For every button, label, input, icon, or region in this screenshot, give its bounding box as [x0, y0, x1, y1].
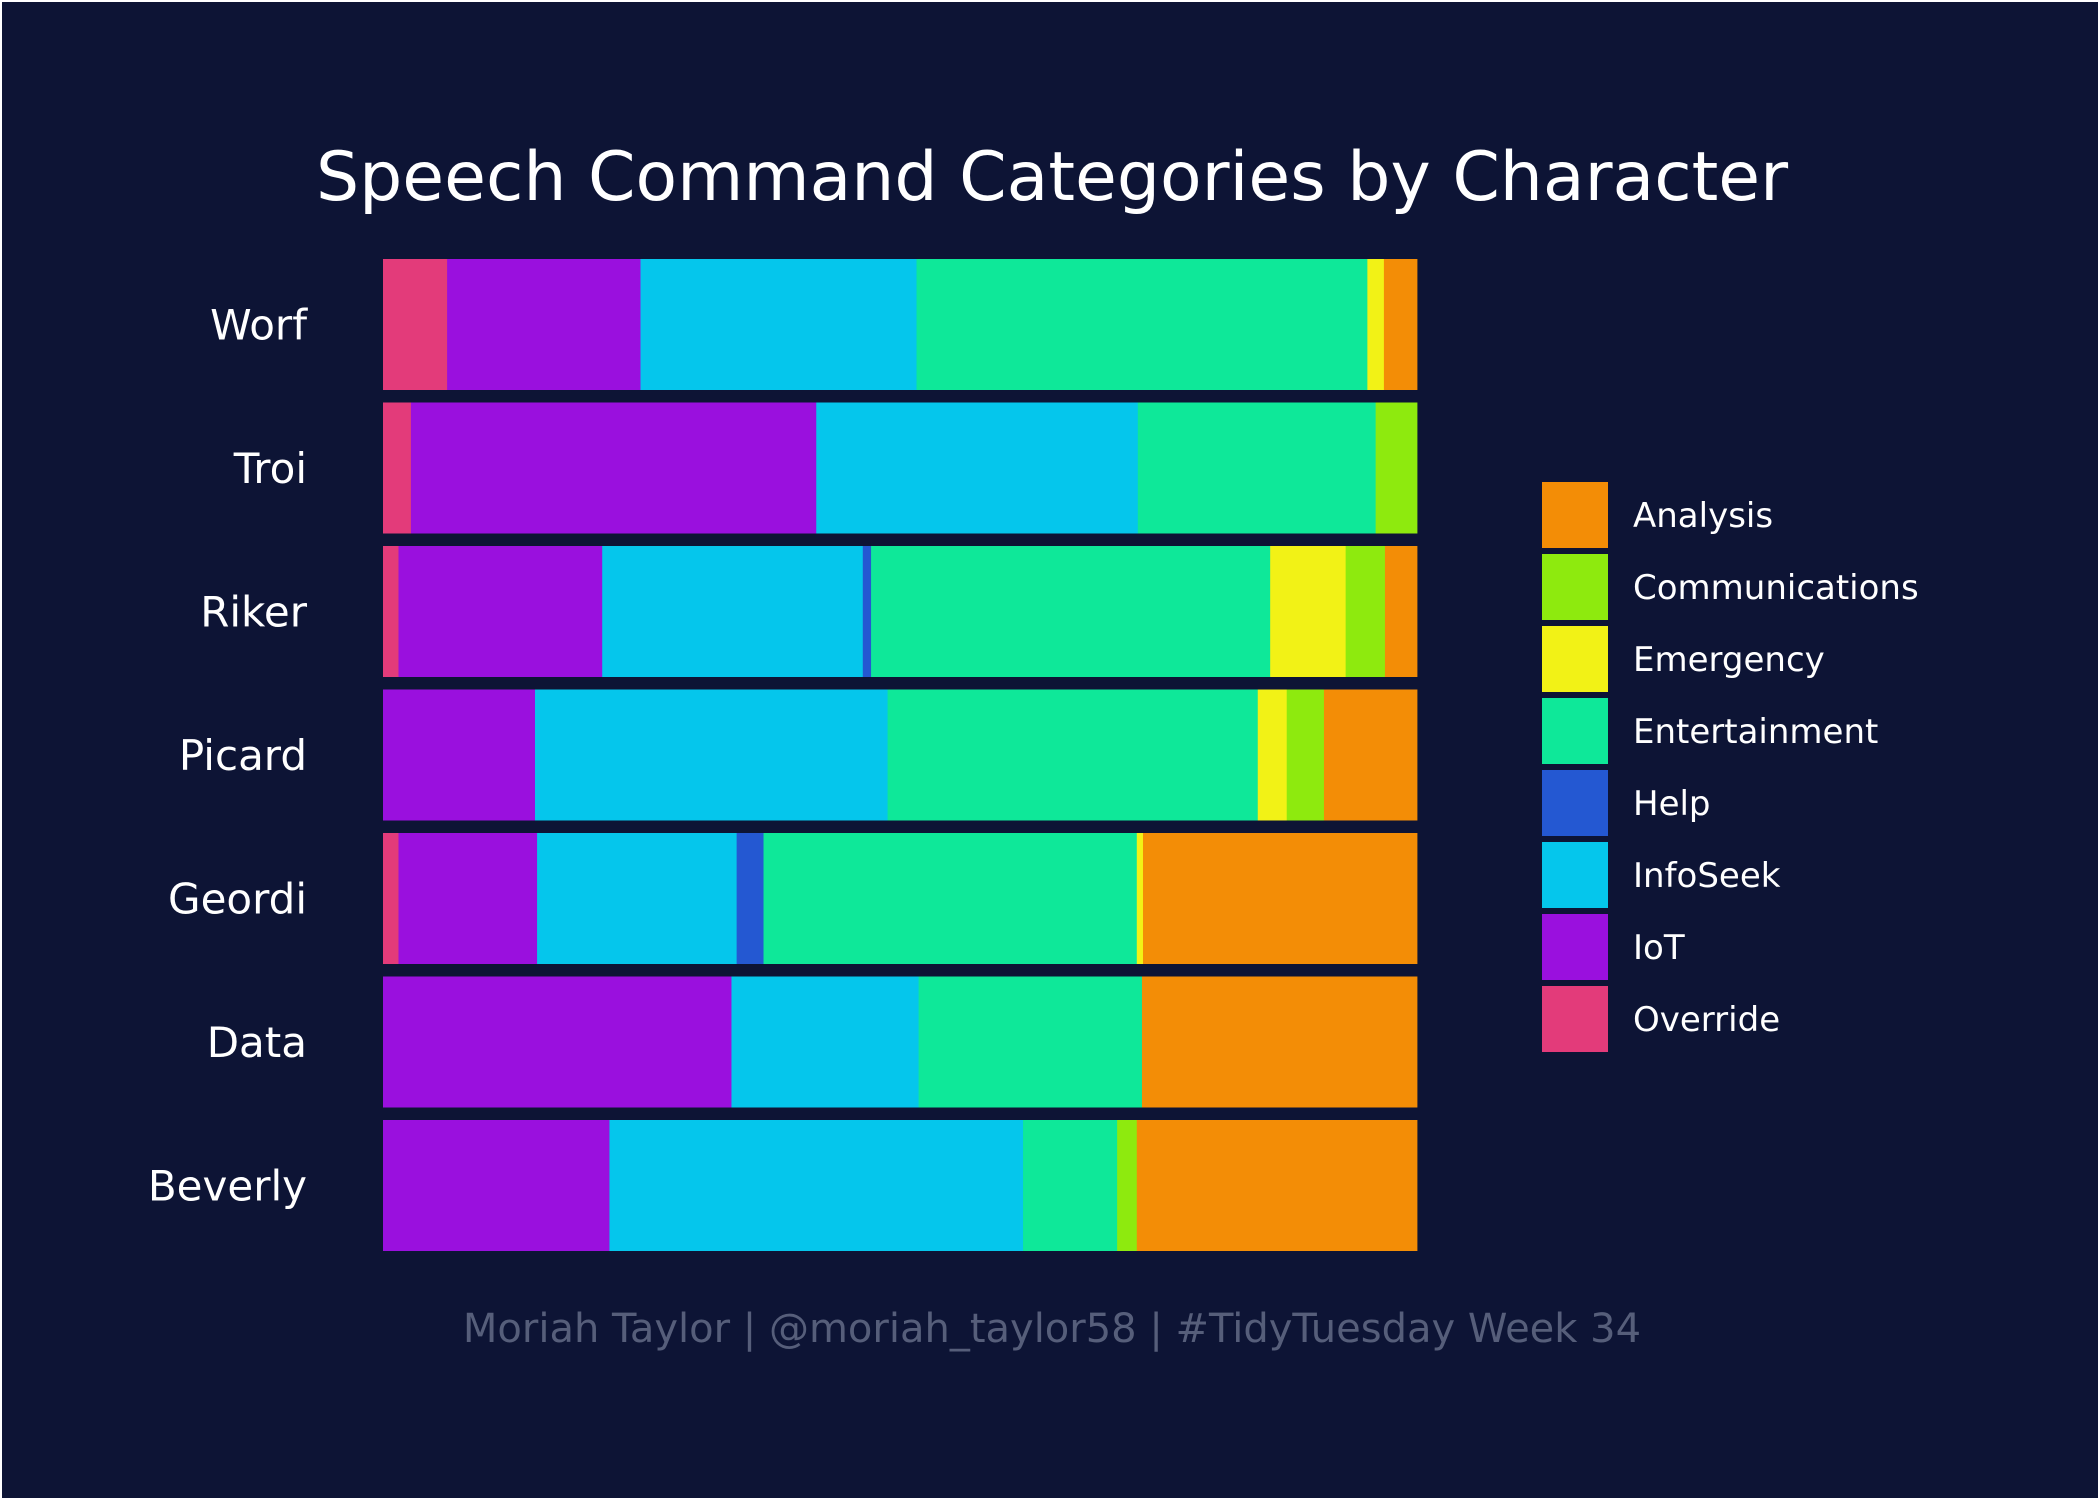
- legend-swatch-override: [1542, 986, 1608, 1052]
- bar-segment-picard-emergency: [1257, 689, 1288, 821]
- legend-label-override: Override: [1633, 1000, 1780, 1040]
- legend-swatch-analysis: [1542, 482, 1608, 548]
- bar-segment-troi-override: [383, 402, 412, 534]
- bar-segment-troi-iot: [410, 402, 817, 534]
- legend-label-infoseek: InfoSeek: [1633, 856, 1781, 896]
- category-label-picard: Picard: [179, 731, 307, 780]
- bar-segment-riker-entertainment: [871, 546, 1271, 677]
- legend-label-emergency: Emergency: [1633, 640, 1825, 680]
- bar-segment-troi-communications: [1375, 402, 1418, 534]
- bar-segment-riker-iot: [398, 546, 603, 677]
- bar-segment-beverly-infoseek: [609, 1120, 1024, 1251]
- bar-segment-picard-analysis: [1323, 689, 1418, 821]
- bar-segment-picard-communications: [1286, 689, 1325, 821]
- chart-title: Speech Command Categories by Character: [316, 138, 1788, 217]
- bar-segment-worf-infoseek: [640, 259, 917, 390]
- bar-segment-riker-communications: [1345, 546, 1386, 677]
- category-label-geordi: Geordi: [168, 875, 307, 924]
- category-labels: Worf Troi Riker Picard Geordi Data Beverly: [148, 301, 308, 1211]
- bar-segment-data-analysis: [1141, 976, 1418, 1108]
- legend-label-analysis: Analysis: [1633, 496, 1773, 536]
- bar-segment-riker-help: [862, 546, 872, 677]
- bar-segment-picard-infoseek: [535, 689, 888, 821]
- bar-segment-riker-analysis: [1384, 546, 1418, 677]
- bar-segment-data-entertainment: [918, 976, 1143, 1108]
- category-label-beverly: Beverly: [148, 1162, 307, 1211]
- bar-segment-riker-override: [383, 546, 399, 677]
- legend-label-communications: Communications: [1633, 568, 1919, 608]
- bar-segment-geordi-override: [383, 833, 399, 964]
- bar-segment-picard-entertainment: [887, 689, 1259, 821]
- category-label-data: Data: [207, 1018, 307, 1067]
- bar-segment-worf-emergency: [1367, 259, 1385, 390]
- legend-swatch-iot: [1542, 914, 1608, 980]
- category-label-riker: Riker: [200, 588, 308, 637]
- legend-swatch-help: [1542, 770, 1608, 836]
- bar-segment-beverly-analysis: [1136, 1120, 1418, 1251]
- bar-segment-worf-iot: [447, 259, 641, 390]
- bar-segment-beverly-communications: [1117, 1120, 1138, 1251]
- caption: Moriah Taylor | @moriah_taylor58 | #Tidy…: [463, 1306, 1641, 1352]
- bar-segment-worf-entertainment: [916, 259, 1368, 390]
- bar-segment-picard-iot: [383, 689, 536, 821]
- bar-segment-geordi-entertainment: [763, 833, 1138, 964]
- bar-segment-geordi-help: [736, 833, 764, 964]
- bar-segment-worf-override: [383, 259, 448, 390]
- bar-segment-worf-analysis: [1383, 259, 1418, 390]
- bar-segment-data-infoseek: [731, 976, 920, 1108]
- bar-segment-data-iot: [383, 976, 732, 1108]
- bar-segment-troi-entertainment: [1137, 402, 1377, 534]
- legend-swatch-infoseek: [1542, 842, 1608, 908]
- legend-label-help: Help: [1633, 784, 1711, 824]
- bar-segment-riker-infoseek: [602, 546, 864, 677]
- legend-swatch-communications: [1542, 554, 1608, 620]
- legend-swatch-emergency: [1542, 626, 1608, 692]
- bars-group: [383, 259, 1418, 1251]
- bar-segment-geordi-infoseek: [537, 833, 738, 964]
- bar-segment-geordi-iot: [398, 833, 538, 964]
- category-label-worf: Worf: [210, 301, 308, 350]
- bar-segment-troi-infoseek: [816, 402, 1139, 534]
- bar-segment-geordi-analysis: [1142, 833, 1418, 964]
- bar-segment-beverly-iot: [383, 1120, 610, 1251]
- bar-segment-riker-emergency: [1270, 546, 1347, 677]
- legend-label-iot: IoT: [1633, 928, 1685, 968]
- legend: Analysis Communications Emergency Entertain…: [1542, 482, 1919, 1052]
- legend-label-entertainment: Entertainment: [1633, 712, 1878, 752]
- bar-segment-geordi-emergency: [1136, 833, 1144, 964]
- legend-swatch-entertainment: [1542, 698, 1608, 764]
- category-label-troi: Troi: [233, 444, 307, 493]
- bar-segment-beverly-entertainment: [1023, 1120, 1118, 1251]
